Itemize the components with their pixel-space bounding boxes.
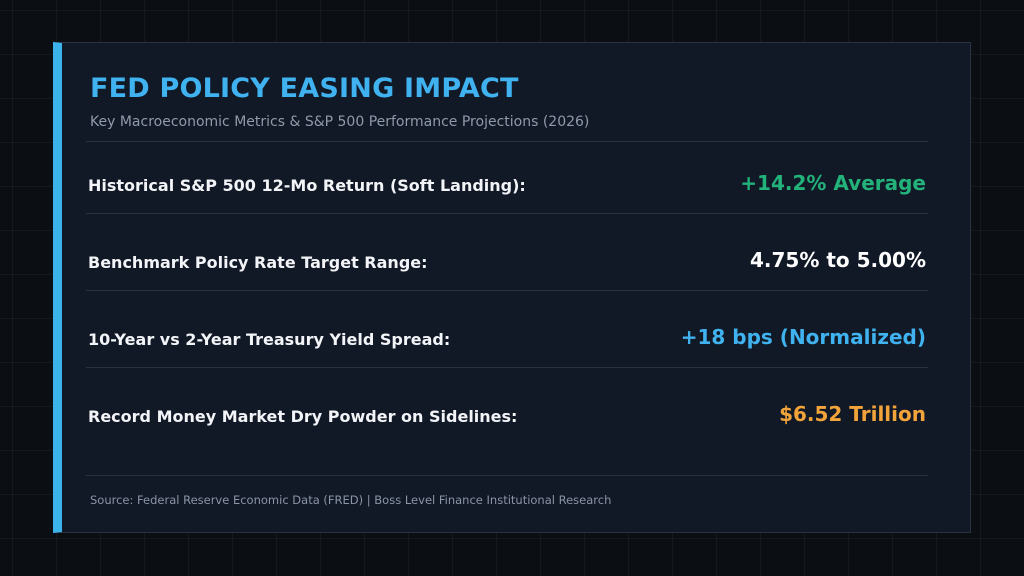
metric-label: 10-Year vs 2-Year Treasury Yield Spread: [88,330,451,349]
metric-label: Benchmark Policy Rate Target Range: [88,253,428,272]
metric-label: Historical S&P 500 12-Mo Return (Soft La… [88,176,526,195]
metric-row-money-market: Record Money Market Dry Powder on Sideli… [88,402,926,432]
row-divider [86,367,928,368]
card-subtitle: Key Macroeconomic Metrics & S&P 500 Perf… [90,114,590,130]
row-divider [86,290,928,291]
metric-value: 4.75% to 5.00% [750,248,926,272]
source-note: Source: Federal Reserve Economic Data (F… [90,493,612,507]
metric-label: Record Money Market Dry Powder on Sideli… [88,407,518,426]
metric-row-sp500-return: Historical S&P 500 12-Mo Return (Soft La… [88,171,926,201]
metric-value: $6.52 Trillion [779,402,926,426]
metrics-card: FED POLICY EASING IMPACT Key Macroeconom… [53,42,971,533]
header-divider [86,141,928,142]
card-title: FED POLICY EASING IMPACT [90,73,519,104]
metric-row-yield-spread: 10-Year vs 2-Year Treasury Yield Spread:… [88,325,926,355]
metric-row-policy-rate: Benchmark Policy Rate Target Range: 4.75… [88,248,926,278]
metric-value: +14.2% Average [740,171,926,195]
footer-divider [86,475,928,476]
row-divider [86,213,928,214]
metric-value: +18 bps (Normalized) [680,325,926,349]
